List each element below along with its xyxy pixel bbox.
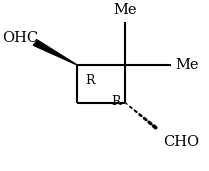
Text: OHC: OHC: [2, 31, 38, 45]
Polygon shape: [33, 40, 77, 65]
Text: R: R: [111, 95, 120, 108]
Text: CHO: CHO: [163, 135, 199, 149]
Text: Me: Me: [175, 58, 199, 72]
Text: Me: Me: [113, 3, 137, 17]
Text: R: R: [85, 74, 94, 87]
